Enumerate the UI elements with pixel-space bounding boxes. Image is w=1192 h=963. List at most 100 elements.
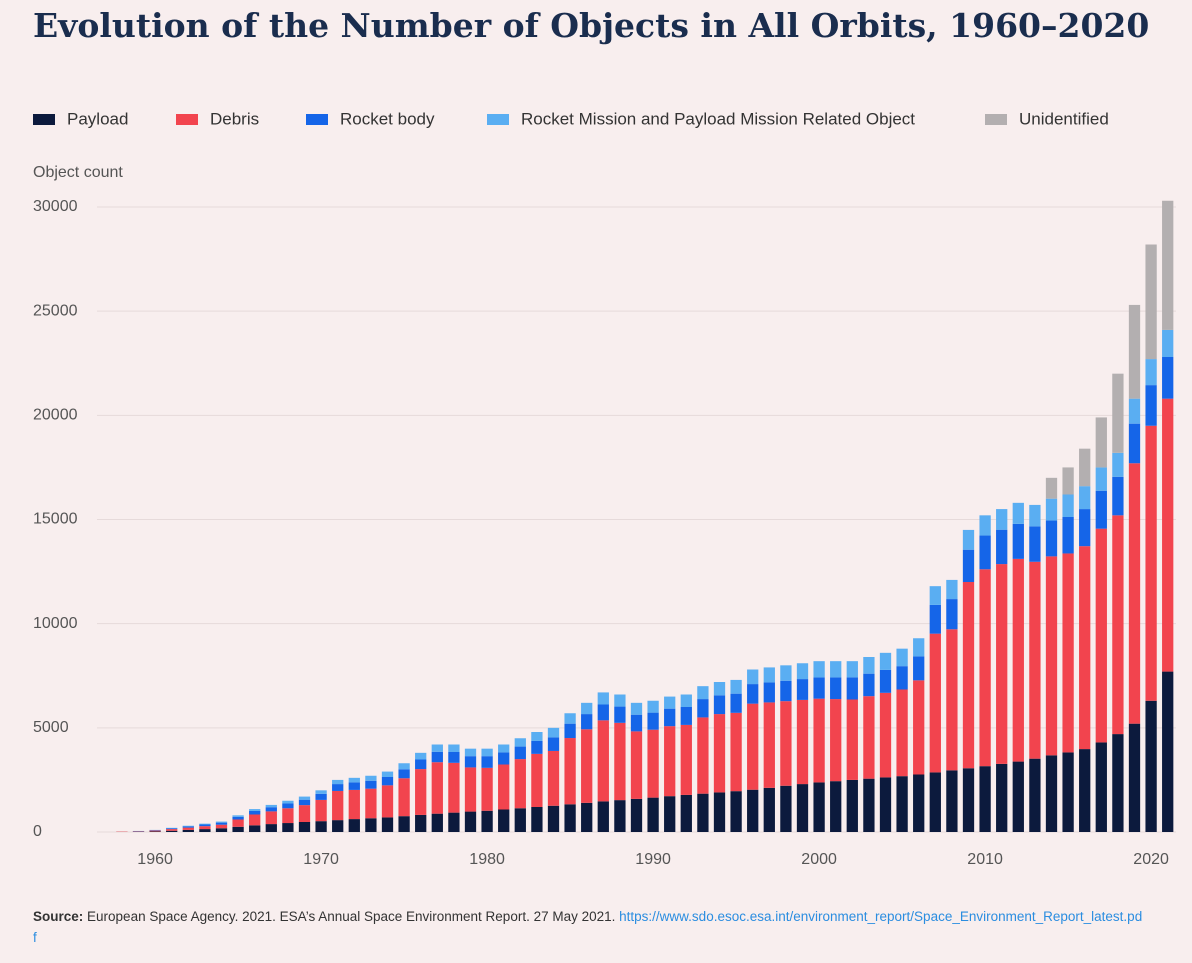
bar-segment xyxy=(647,700,659,713)
bar-segment xyxy=(498,764,510,810)
bar-segment xyxy=(464,748,477,757)
bar-segment xyxy=(979,515,991,536)
x-tick-label: 1970 xyxy=(303,851,339,868)
bar-segment xyxy=(332,784,344,791)
bar-segment xyxy=(448,752,460,763)
bar-segment xyxy=(780,785,792,832)
bar-segment xyxy=(1095,742,1107,832)
legend-swatch xyxy=(487,114,509,125)
bar-segment xyxy=(1079,486,1091,510)
legend-swatch xyxy=(176,114,198,125)
bar-segment xyxy=(531,732,543,741)
bar-segment xyxy=(199,824,211,827)
bar-segment xyxy=(564,723,576,739)
bar-segment xyxy=(630,714,643,732)
bar-segment xyxy=(149,830,161,832)
bar-segment xyxy=(1145,359,1157,386)
legend-label: Debris xyxy=(210,109,259,128)
bar-segment xyxy=(1128,398,1141,424)
bar-segment xyxy=(680,694,692,707)
bar-segment xyxy=(846,779,858,832)
bar-segment xyxy=(431,751,443,763)
bar-segment xyxy=(813,782,825,832)
bar-segment xyxy=(1079,509,1091,547)
bar-segment xyxy=(1062,467,1074,495)
bar-segment xyxy=(1012,558,1024,762)
bar-segment xyxy=(1162,200,1174,330)
bar-segment xyxy=(464,756,477,768)
bar-segment xyxy=(1095,467,1107,491)
bar-segment xyxy=(697,717,709,794)
x-tick-label: 1990 xyxy=(635,851,671,868)
bar-segment xyxy=(697,699,709,718)
bar-segment xyxy=(581,802,593,832)
bar-segment xyxy=(315,793,327,800)
bar-segment xyxy=(1145,385,1157,426)
bar-segment xyxy=(813,677,825,699)
bar-segment xyxy=(547,737,560,751)
bar-segment xyxy=(614,722,626,801)
bar-segment xyxy=(415,752,427,760)
y-axis-label: Object count xyxy=(33,164,123,181)
bar-segment xyxy=(664,726,676,797)
x-tick-label: 1980 xyxy=(469,851,505,868)
bar-segment xyxy=(282,800,294,804)
bar-segment xyxy=(913,638,925,657)
bar-segment xyxy=(813,661,825,678)
bar-segment xyxy=(265,807,277,812)
bar-segment xyxy=(879,777,892,832)
bar-segment xyxy=(232,815,244,817)
source-text: European Space Agency. 2021. ESA’s Annua… xyxy=(87,909,616,924)
bar-segment xyxy=(780,665,792,681)
bar-segment xyxy=(614,800,626,832)
bar-segment xyxy=(630,702,643,715)
bar-segment xyxy=(415,769,427,815)
bar-segment xyxy=(1162,329,1174,357)
bar-segment xyxy=(1045,498,1058,521)
bar-segment xyxy=(1079,749,1091,832)
bar-segment xyxy=(896,776,908,832)
bar-segment xyxy=(697,793,709,832)
bar-segment xyxy=(249,810,261,815)
x-tick-label: 2000 xyxy=(801,851,837,868)
bar-segment xyxy=(398,816,410,832)
bar-segment xyxy=(149,831,161,832)
bar-segment xyxy=(863,696,875,779)
source-link[interactable]: https://www.sdo.esoc.esa.int/environment… xyxy=(33,909,1143,945)
bar-segment xyxy=(182,825,194,827)
bar-segment xyxy=(232,816,244,820)
bar-segment xyxy=(630,798,643,832)
bar-segment xyxy=(1029,504,1041,527)
bar-segment xyxy=(415,814,427,832)
bar-segment xyxy=(929,586,941,605)
bar-segment xyxy=(215,822,228,825)
bar-segment xyxy=(830,677,842,700)
bar-segment xyxy=(531,753,543,807)
legend-swatch xyxy=(985,114,1007,125)
bar-segment xyxy=(215,821,228,823)
bar-segment xyxy=(415,759,427,770)
bar-segment xyxy=(1062,494,1074,517)
bar-segment xyxy=(962,582,975,769)
bar-segment xyxy=(1012,761,1024,832)
bar-segment xyxy=(1029,526,1041,562)
bar-segment xyxy=(315,790,327,794)
bar-segment xyxy=(381,777,394,786)
bar-segment xyxy=(531,740,543,754)
bar-segment xyxy=(1112,734,1124,832)
bar-segment xyxy=(215,824,228,829)
bar-segment xyxy=(879,652,892,670)
bar-segment xyxy=(813,698,825,783)
bar-segment xyxy=(1112,452,1124,477)
bar-segment xyxy=(763,667,775,683)
bar-segment xyxy=(398,769,410,779)
legend-label: Unidentified xyxy=(1019,109,1109,128)
bar-segment xyxy=(929,633,941,773)
bar-segment xyxy=(1012,523,1024,559)
bar-segment xyxy=(1012,502,1024,524)
source-label: Source: xyxy=(33,909,84,924)
bar-segment xyxy=(796,663,809,680)
bar-segment xyxy=(581,714,593,730)
bar-segment xyxy=(730,791,742,832)
